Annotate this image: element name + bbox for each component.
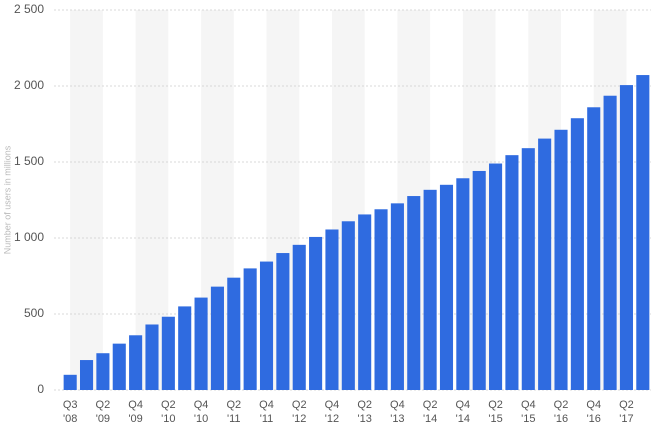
bar	[619, 85, 634, 390]
bar	[292, 244, 306, 390]
x-tick-label: Q4 '11	[259, 399, 274, 425]
x-tick-label: Q2 '13	[357, 399, 373, 425]
bar	[161, 316, 175, 390]
x-tick-label: Q4 '10	[193, 399, 209, 425]
bar	[210, 286, 224, 390]
x-tick-label: Q2 '09	[95, 399, 111, 425]
x-tick-label: Q4 '15	[520, 399, 536, 425]
bar	[79, 360, 94, 390]
bar	[390, 203, 404, 390]
bar	[505, 155, 519, 390]
bar	[259, 261, 274, 390]
x-tick-label: Q4 '09	[128, 399, 143, 425]
y-tick-label: 1 000	[14, 230, 44, 244]
y-tick-label: 500	[24, 306, 44, 320]
bar	[570, 118, 584, 390]
bar	[243, 268, 257, 390]
x-tick-label: Q2 '17	[619, 399, 634, 425]
bar	[538, 138, 552, 390]
bar	[456, 178, 470, 390]
bar	[325, 229, 339, 390]
bar	[309, 236, 323, 390]
x-tick-label: Q2 '15	[488, 399, 503, 425]
bar	[521, 148, 535, 390]
bar	[178, 306, 192, 390]
bar	[96, 353, 110, 390]
y-axis-title: Number of users in millions	[2, 145, 12, 254]
bar	[145, 324, 159, 390]
x-tick-label: Q4 '12	[324, 399, 340, 425]
bar	[636, 75, 650, 390]
bar	[423, 189, 437, 390]
bar	[227, 277, 241, 390]
x-tick-label: Q4 '14	[455, 399, 471, 425]
x-tick-label: Q4 '13	[390, 399, 405, 425]
x-tick-label: Q4 '16	[586, 399, 602, 425]
x-tick-label: Q3 '08	[62, 399, 78, 425]
bar	[194, 297, 208, 390]
x-tick-label: Q2 '16	[553, 399, 569, 425]
bar	[472, 170, 486, 390]
y-tick-label: 2 000	[14, 78, 44, 92]
bar	[554, 129, 568, 390]
bar	[489, 163, 503, 390]
bar	[112, 343, 126, 390]
bar	[358, 214, 372, 390]
bar	[603, 95, 617, 390]
bar	[63, 374, 77, 390]
bar	[407, 196, 421, 390]
background-band	[70, 10, 103, 390]
bar	[439, 184, 454, 390]
x-tick-label: Q2 '11	[226, 399, 242, 425]
bar	[129, 335, 143, 390]
y-tick-label: 1 500	[14, 154, 44, 168]
x-tick-label: Q2 '10	[161, 399, 176, 425]
bar	[276, 253, 290, 390]
bar	[587, 107, 601, 390]
bar	[374, 209, 388, 390]
x-tick-label: Q2 '12	[291, 399, 307, 425]
x-tick-label: Q2 '14	[422, 399, 438, 425]
y-tick-label: 0	[37, 382, 44, 396]
bar	[341, 221, 355, 390]
y-tick-label: 2 500	[14, 2, 44, 16]
